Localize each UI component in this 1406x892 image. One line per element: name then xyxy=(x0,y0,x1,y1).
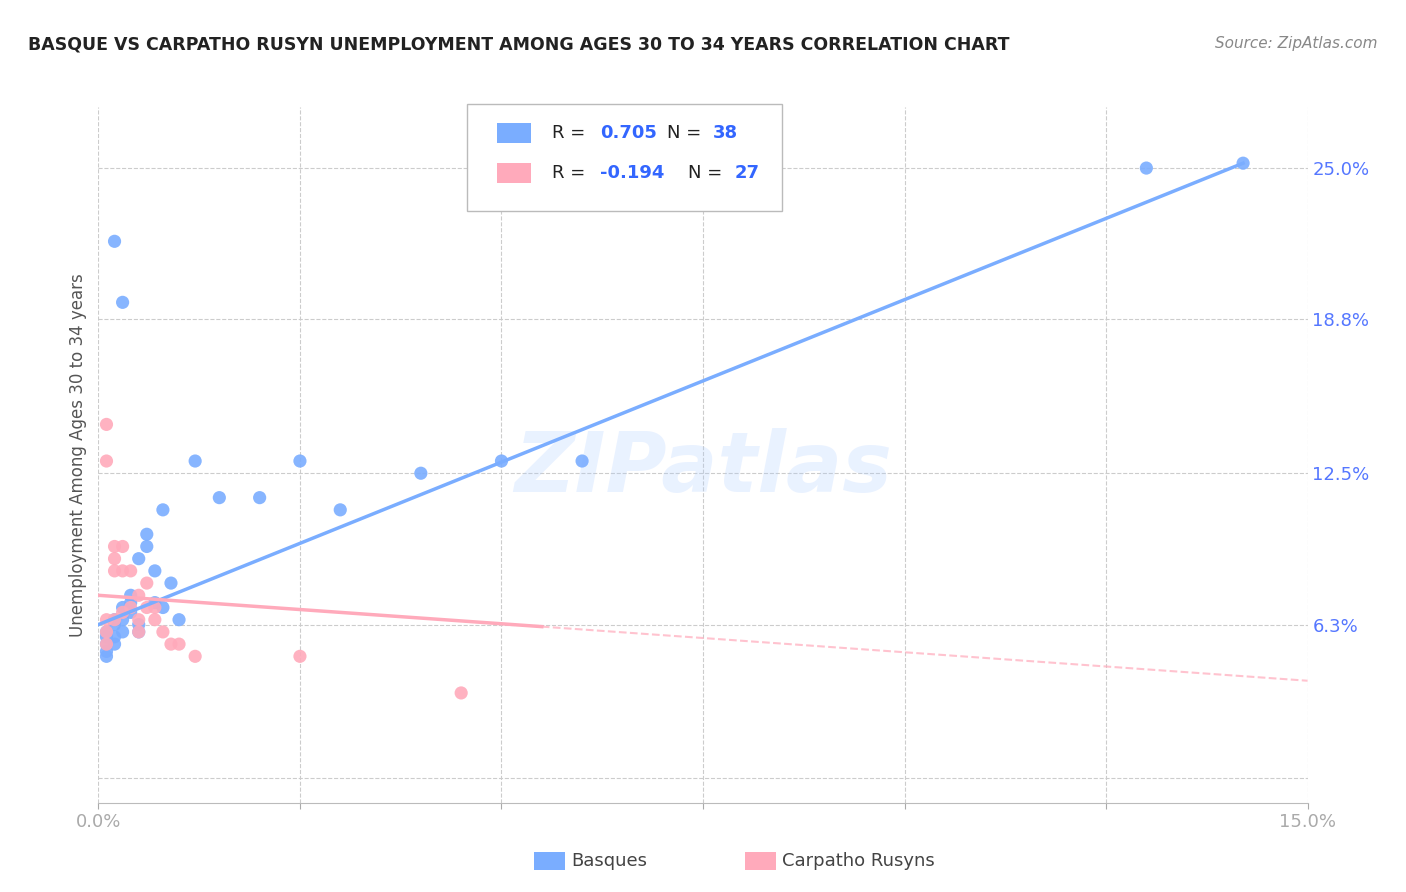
Point xyxy=(491,454,513,468)
Text: R =: R = xyxy=(551,164,591,182)
Point xyxy=(96,630,118,644)
Point xyxy=(288,649,311,664)
Point xyxy=(128,613,150,627)
Point xyxy=(111,540,134,554)
Point xyxy=(409,467,432,481)
Point xyxy=(103,564,125,578)
Point xyxy=(96,417,118,432)
Point xyxy=(135,576,157,591)
Point xyxy=(128,624,150,639)
FancyBboxPatch shape xyxy=(498,123,531,143)
Text: Source: ZipAtlas.com: Source: ZipAtlas.com xyxy=(1215,36,1378,51)
Point xyxy=(143,613,166,627)
Point xyxy=(135,540,157,554)
Point xyxy=(152,503,174,517)
Point xyxy=(120,606,142,620)
Point xyxy=(152,600,174,615)
Point xyxy=(103,617,125,632)
Point xyxy=(160,576,183,591)
Point xyxy=(167,613,190,627)
Point xyxy=(143,596,166,610)
Point xyxy=(103,540,125,554)
Point xyxy=(128,617,150,632)
Point xyxy=(120,600,142,615)
Point xyxy=(96,624,118,639)
Point xyxy=(111,624,134,639)
Point xyxy=(96,637,118,651)
Point xyxy=(1232,156,1254,170)
Point xyxy=(152,624,174,639)
Point xyxy=(103,630,125,644)
Point xyxy=(184,454,207,468)
Point xyxy=(135,527,157,541)
Point xyxy=(96,644,118,658)
FancyBboxPatch shape xyxy=(498,163,531,183)
Point xyxy=(96,454,118,468)
Text: 27: 27 xyxy=(734,164,759,182)
Point xyxy=(571,454,593,468)
Point xyxy=(143,564,166,578)
Point xyxy=(103,613,125,627)
Point xyxy=(128,624,150,639)
Text: N =: N = xyxy=(666,124,707,142)
Point xyxy=(103,235,125,249)
Point xyxy=(120,588,142,602)
Text: 0.705: 0.705 xyxy=(600,124,657,142)
Text: R =: R = xyxy=(551,124,591,142)
Text: Basques: Basques xyxy=(571,852,647,870)
Point xyxy=(288,454,311,468)
Text: N =: N = xyxy=(689,164,728,182)
FancyBboxPatch shape xyxy=(467,103,782,211)
Point xyxy=(111,606,134,620)
Point xyxy=(111,613,134,627)
Text: -0.194: -0.194 xyxy=(600,164,665,182)
Point xyxy=(103,551,125,566)
Y-axis label: Unemployment Among Ages 30 to 34 years: Unemployment Among Ages 30 to 34 years xyxy=(69,273,87,637)
Point xyxy=(103,613,125,627)
Point xyxy=(111,564,134,578)
Point xyxy=(249,491,271,505)
Point xyxy=(111,295,134,310)
Point xyxy=(1135,161,1157,175)
Point xyxy=(96,649,118,664)
Point xyxy=(96,613,118,627)
Point xyxy=(167,637,190,651)
Point xyxy=(184,649,207,664)
Point xyxy=(103,637,125,651)
Point xyxy=(329,503,352,517)
Text: 38: 38 xyxy=(713,124,738,142)
Text: Carpatho Rusyns: Carpatho Rusyns xyxy=(782,852,935,870)
Point xyxy=(120,564,142,578)
Text: BASQUE VS CARPATHO RUSYN UNEMPLOYMENT AMONG AGES 30 TO 34 YEARS CORRELATION CHAR: BASQUE VS CARPATHO RUSYN UNEMPLOYMENT AM… xyxy=(28,36,1010,54)
Point xyxy=(128,551,150,566)
Point xyxy=(450,686,472,700)
Point xyxy=(143,600,166,615)
Point xyxy=(120,596,142,610)
Point xyxy=(96,624,118,639)
Point xyxy=(128,588,150,602)
Point xyxy=(208,491,231,505)
Point xyxy=(111,600,134,615)
Point xyxy=(96,637,118,651)
Point xyxy=(160,637,183,651)
Text: ZIPatlas: ZIPatlas xyxy=(515,428,891,509)
Point xyxy=(135,600,157,615)
